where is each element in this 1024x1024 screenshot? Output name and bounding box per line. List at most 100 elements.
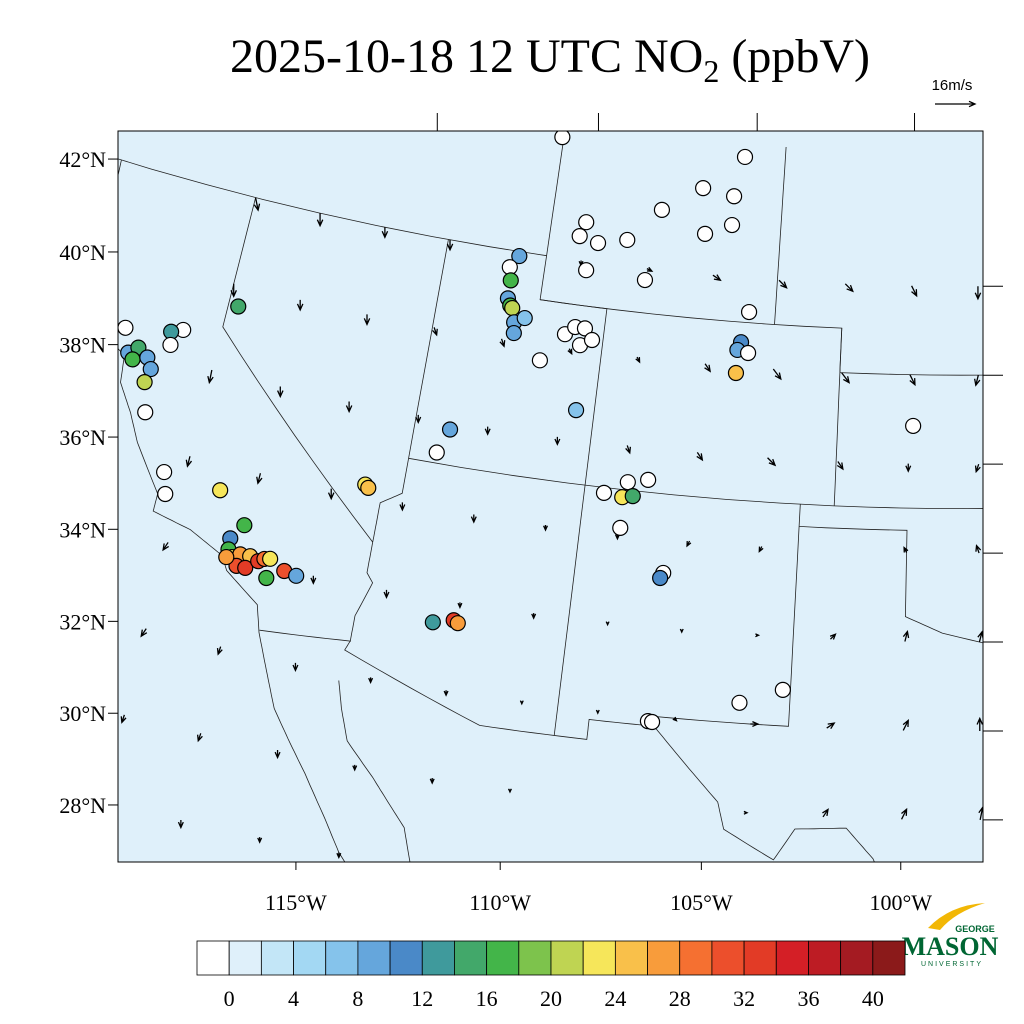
station [576, 320, 594, 337]
colorbar-box [228, 940, 262, 976]
wind-arrow [253, 197, 261, 212]
wind-arrow [686, 540, 692, 548]
colorbar-label: 20 [540, 986, 562, 1011]
station [774, 681, 791, 698]
wind-arrow [905, 463, 912, 473]
wind-arrow [976, 716, 983, 731]
station [142, 360, 159, 378]
station [212, 482, 229, 499]
wind-arrow [310, 575, 317, 585]
colorbar-label: 0 [224, 986, 235, 1011]
colorbar-label: 32 [733, 986, 755, 1011]
station [156, 463, 173, 481]
wind-reference-label: 16m/s [932, 77, 973, 94]
colorbar-box [196, 940, 230, 976]
station [619, 231, 636, 249]
wind-arrow [368, 677, 374, 684]
station [578, 262, 595, 279]
wind-arrow [902, 629, 910, 642]
border [118, 158, 547, 257]
colorbar-box [743, 940, 777, 976]
colorbar-box [325, 940, 359, 976]
wind-arrow [470, 514, 477, 524]
border [118, 160, 346, 862]
wind-arrow [679, 628, 684, 634]
colorbar-box [421, 940, 455, 976]
wind-arrow [911, 285, 918, 298]
colorbar-box [808, 940, 842, 976]
station [696, 225, 714, 242]
station [516, 309, 533, 327]
station [157, 485, 174, 503]
wind-arrow [162, 542, 170, 552]
wind-arrow [120, 714, 127, 724]
wind-arrow [903, 546, 909, 553]
station [595, 484, 613, 501]
station [237, 559, 254, 576]
colorbar-box [614, 940, 648, 976]
wind-arrow [712, 274, 722, 282]
colorbar-box [293, 940, 327, 976]
colorbar-box [775, 940, 809, 976]
station [511, 247, 528, 265]
wind-arrow [625, 445, 632, 455]
colorbar-box [260, 940, 294, 976]
colorbar-box [454, 940, 488, 976]
border [222, 197, 374, 543]
colorbar-label: 24 [604, 986, 626, 1011]
wind-arrow [909, 374, 916, 387]
wind-arrow [543, 524, 549, 532]
wind-arrow [696, 452, 704, 462]
lon-tick-label: 105°W [670, 890, 733, 915]
station [441, 421, 459, 438]
wind-arrow [900, 807, 908, 820]
wind-arrow [554, 436, 561, 446]
title: 2025-10-18 12 UTC NO2 (ppbV) [230, 30, 870, 89]
wind-arrow [836, 461, 844, 471]
wind-arrow [363, 314, 371, 326]
wind-arrow [446, 239, 454, 252]
wind-arrow [974, 286, 982, 301]
station [653, 201, 671, 218]
wind-arrow [381, 227, 389, 239]
colorbar-box [647, 940, 681, 976]
wind-arrow [327, 488, 335, 501]
logo-bottom: UNIVERSITY [921, 961, 983, 968]
wind-arrow [256, 473, 263, 485]
lat-tick-label: 42°N [59, 147, 106, 172]
station [360, 479, 377, 496]
wind-arrow [567, 348, 573, 356]
border [799, 526, 983, 644]
station [137, 404, 154, 421]
wind-arrow [778, 279, 788, 289]
wind-arrow [257, 837, 263, 844]
colorbar-label: 40 [862, 986, 884, 1011]
wind-arrow [416, 866, 420, 871]
wind-arrow [750, 721, 760, 728]
wind-arrow [743, 810, 749, 815]
wind-arrow [316, 213, 324, 228]
wind-arrow [274, 749, 281, 760]
lon-tick-label: 100°W [869, 890, 932, 915]
colorbar-label: 28 [669, 986, 691, 1011]
wind-arrow [185, 456, 193, 468]
border [372, 239, 449, 543]
map [118, 131, 983, 902]
colorbar-box [711, 940, 745, 976]
border [651, 504, 801, 727]
colorbar-label: 12 [411, 986, 433, 1011]
lat-tick-label: 34°N [59, 517, 106, 542]
border [833, 328, 843, 506]
lon-tick-label: 115°W [265, 890, 327, 915]
wind-arrow [519, 700, 524, 706]
wind-arrow [296, 299, 304, 312]
lat-tick-label: 38°N [59, 333, 106, 358]
station [905, 417, 922, 435]
colorbar-box [582, 940, 616, 976]
wind-arrow [484, 426, 491, 436]
wind-arrow [737, 899, 740, 902]
border [774, 146, 787, 325]
wind-arrow [841, 372, 851, 384]
wind-arrow [974, 463, 981, 474]
station [505, 324, 522, 342]
